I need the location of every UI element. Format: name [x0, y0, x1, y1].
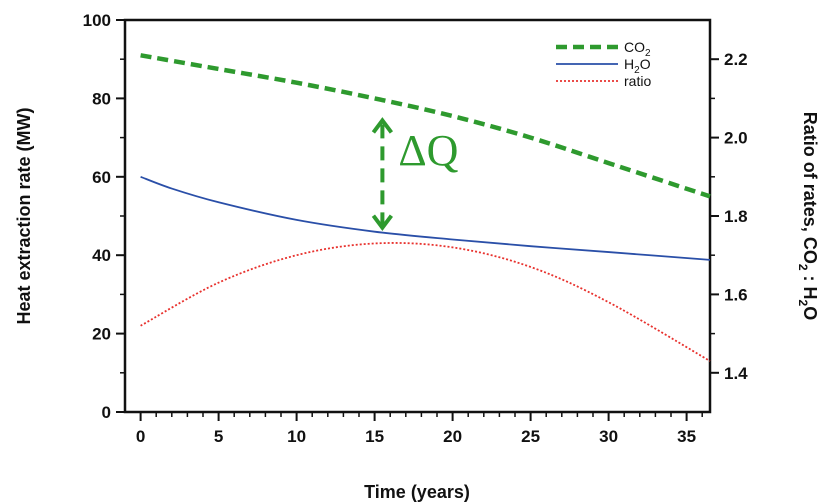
legend-label-main: CO [624, 39, 645, 55]
y2-title-sub1: 2 [796, 264, 810, 271]
annotation-layer: ΔQ [371, 117, 459, 232]
series-layer [140, 53, 711, 362]
legend-label-main: H [624, 56, 634, 72]
y2-title-sub2: 2 [796, 300, 810, 307]
legend-label-sub: 2 [645, 48, 651, 59]
series-line-h2o [140, 175, 711, 261]
y-tick-label: 100 [83, 11, 111, 30]
x-tick-label: 10 [287, 427, 306, 446]
y-tick-label: 20 [92, 325, 111, 344]
y-tick-label: 60 [92, 168, 111, 187]
y-tick-label: 0 [102, 403, 111, 422]
delta-q-arrow-head-up [371, 117, 393, 134]
legend-label-ratio: ratio [624, 73, 651, 89]
series-line-co2 [140, 53, 711, 199]
y2-title-mid: : H [800, 271, 820, 300]
delta-q-arrow-head-down [371, 214, 393, 232]
x-tick-label: 30 [599, 427, 618, 446]
legend-label-tail: O [640, 56, 651, 72]
x-tick-label: 35 [677, 427, 696, 446]
y2-tick-label: 1.4 [724, 364, 748, 383]
y2-tick-label: 1.6 [724, 285, 748, 304]
delta-q-label: ΔQ [398, 126, 458, 175]
series-line-ratio [140, 242, 711, 362]
y2-tick-label: 2.2 [724, 50, 748, 69]
x-tick-label: 15 [365, 427, 384, 446]
y2-title-prefix: Ratio of rates, CO [800, 112, 820, 264]
y-axis-title: Heat extraction rate (MW) [14, 107, 34, 324]
x-tick-label: 0 [136, 427, 145, 446]
y2-title-suffix: O [800, 306, 820, 320]
x-tick-label: 20 [443, 427, 462, 446]
legend-label-main: ratio [624, 73, 651, 89]
legend-label-co2: CO2 [624, 39, 651, 59]
ticks-layer: 0 5 10 15 20 25 30 35 0 20 40 60 80 100 1.4 1.6 1.8 2.0 2.… [83, 11, 749, 446]
legend-label-h2o: H2O [624, 56, 651, 76]
x-tick-label: 5 [214, 427, 223, 446]
legend-label-sub: 2 [634, 65, 640, 76]
y2-tick-label: 2.0 [724, 129, 748, 148]
y-tick-label: 40 [92, 246, 111, 265]
y2-axis-title: Ratio of rates, CO2 : H2O [796, 112, 820, 320]
y2-tick-label: 1.8 [724, 207, 748, 226]
x-tick-label: 25 [521, 427, 540, 446]
plot-frame [123, 18, 712, 414]
y-tick-label: 80 [92, 89, 111, 108]
x-axis-title: Time (years) [364, 482, 470, 502]
